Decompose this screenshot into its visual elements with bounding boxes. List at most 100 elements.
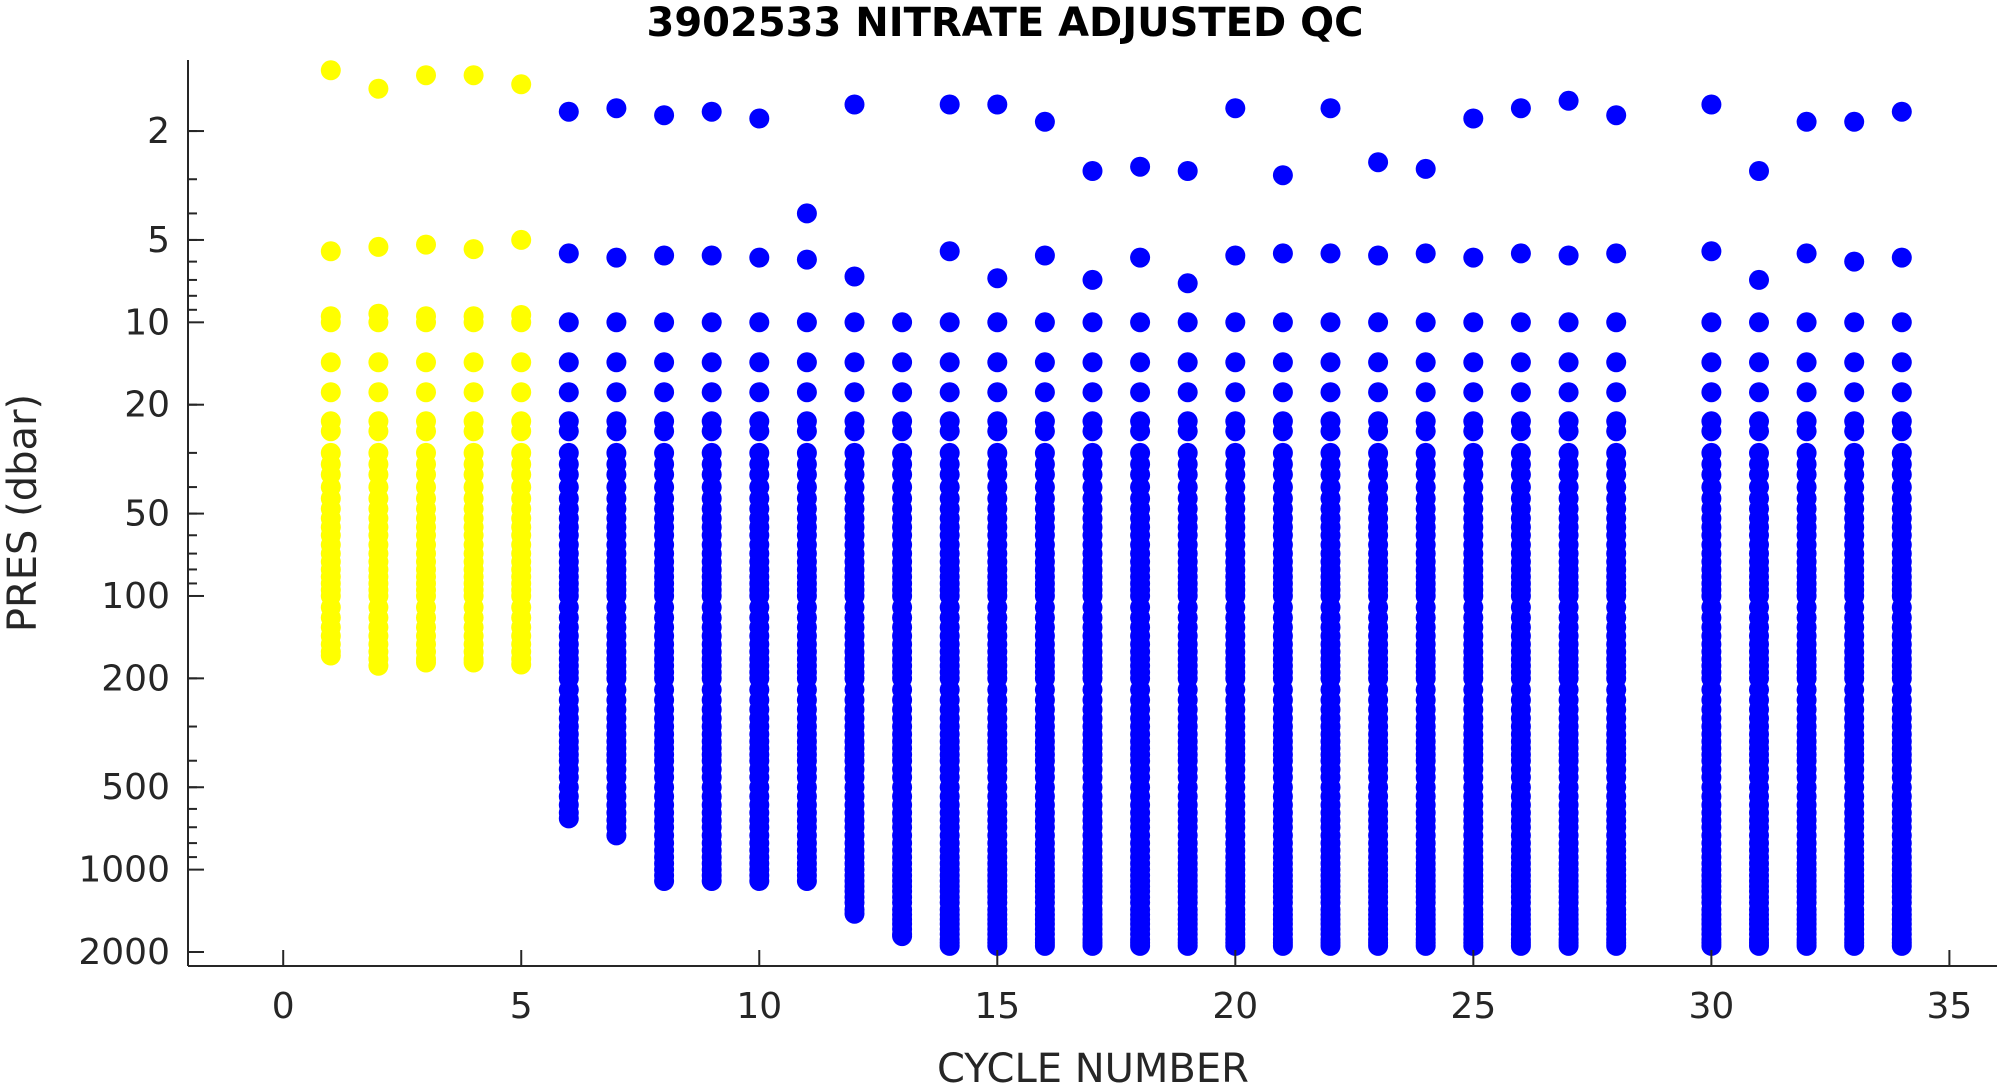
data-point [1463,352,1484,373]
data-point [701,245,722,266]
data-point [1796,935,1817,956]
data-point [368,382,389,403]
data-point [1701,241,1722,262]
data-point [463,382,484,403]
data-point [1225,352,1246,373]
data-point [939,421,960,442]
data-point [1701,382,1722,403]
data-point [701,352,722,373]
data-point [892,421,913,442]
data-point [701,382,722,403]
data-point [1225,935,1246,956]
data-point [749,108,770,129]
data-point [606,312,627,333]
data-point [368,421,389,442]
x-axis-label: CYCLE NUMBER [937,1046,1249,1088]
data-point [939,352,960,373]
data-point [1082,312,1103,333]
data-point [558,352,579,373]
data-point [654,352,675,373]
data-point [1796,382,1817,403]
data-point [1130,935,1151,956]
data-point [1082,935,1103,956]
data-point [1891,935,1912,956]
data-point [558,808,579,829]
data-point [1606,382,1627,403]
data-point [796,352,817,373]
data-point [606,98,627,119]
data-point [1225,245,1246,266]
data-point [1034,382,1055,403]
data-point [1891,312,1912,333]
data-point [1844,382,1865,403]
data-point [416,234,436,255]
data-point [1463,247,1484,268]
data-point [463,352,484,373]
x-tick-label: 0 [272,986,295,1027]
data-point [558,101,579,122]
data-point [1844,111,1865,132]
data-point [1558,312,1579,333]
data-point [1510,352,1531,373]
data-point [1844,421,1865,442]
data-point [320,241,341,262]
x-tick-label: 30 [1688,986,1734,1027]
data-point [1701,935,1722,956]
data-point [1082,421,1103,442]
data-point [987,352,1008,373]
data-point [368,78,389,99]
data-point [1130,156,1151,177]
data-point [1510,312,1531,333]
data-point [1177,273,1198,294]
data-point [1558,935,1579,956]
data-point [1510,421,1531,442]
data-point [1272,312,1293,333]
data-point [1082,269,1103,290]
data-point [1034,935,1055,956]
data-point [1749,382,1769,403]
data-point [892,382,913,403]
data-point [654,382,675,403]
data-point [511,352,532,373]
data-point [558,382,579,403]
data-point [1272,421,1293,442]
data-point [1558,245,1579,266]
data-point [1415,421,1436,442]
data-point [1368,352,1389,373]
data-point [1891,421,1912,442]
data-point [654,312,675,333]
data-point [654,871,675,891]
data-point [1701,352,1722,373]
data-point [606,421,627,442]
data-point [1510,243,1531,264]
data-point [1701,94,1722,115]
data-point [1082,382,1103,403]
x-tick-label: 25 [1450,986,1496,1027]
data-point [416,652,436,673]
data-point [1034,312,1055,333]
data-point [892,926,913,947]
y-tick-label: 10 [124,302,170,343]
data-point [1606,352,1627,373]
data-point [844,421,865,442]
data-point [1415,352,1436,373]
data-point [1130,312,1151,333]
data-point [1463,108,1484,129]
data-point [1558,90,1579,111]
data-point [1510,382,1531,403]
data-point [1606,243,1627,264]
data-point [1272,352,1293,373]
x-tick-label: 15 [974,986,1020,1027]
data-point [1558,382,1579,403]
data-point [939,94,960,115]
data-point [987,382,1008,403]
y-tick-label: 20 [124,385,170,426]
data-point [1749,421,1769,442]
data-point [796,871,817,891]
data-point [606,352,627,373]
data-point [416,312,436,333]
y-tick-label: 200 [101,658,170,699]
data-point [939,312,960,333]
data-point [1368,935,1389,956]
y-axis-ticks: 2 5 10 20 50 100 200 500 1000 2000 [78,111,204,973]
